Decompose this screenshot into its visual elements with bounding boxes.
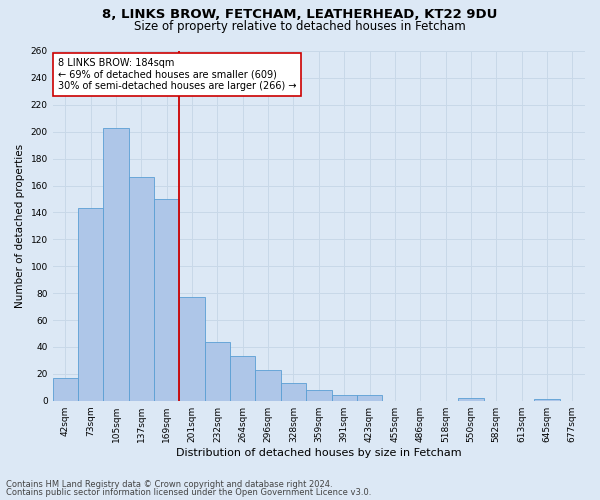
Bar (332, 396, 357, 400)
Bar (281, 383, 306, 400)
Text: 8, LINKS BROW, FETCHAM, LEATHERHEAD, KT22 9DU: 8, LINKS BROW, FETCHAM, LEATHERHEAD, KT2… (103, 8, 497, 20)
Bar (53, 378, 78, 400)
Bar (179, 297, 205, 401)
Text: Size of property relative to detached houses in Fetcham: Size of property relative to detached ho… (134, 20, 466, 33)
Bar (103, 128, 129, 400)
Bar (129, 178, 154, 400)
Bar (230, 356, 256, 401)
Bar (306, 390, 332, 400)
Text: 8 LINKS BROW: 184sqm
← 69% of detached houses are smaller (609)
30% of semi-deta: 8 LINKS BROW: 184sqm ← 69% of detached h… (58, 58, 296, 91)
Text: Contains HM Land Registry data © Crown copyright and database right 2024.: Contains HM Land Registry data © Crown c… (6, 480, 332, 489)
Bar (78, 208, 103, 400)
Bar (154, 199, 179, 400)
X-axis label: Distribution of detached houses by size in Fetcham: Distribution of detached houses by size … (176, 448, 461, 458)
Text: Contains public sector information licensed under the Open Government Licence v3: Contains public sector information licen… (6, 488, 371, 497)
Y-axis label: Number of detached properties: Number of detached properties (15, 144, 25, 308)
Bar (357, 396, 382, 400)
Bar (458, 398, 484, 400)
Bar (256, 370, 281, 400)
Bar (205, 342, 230, 400)
